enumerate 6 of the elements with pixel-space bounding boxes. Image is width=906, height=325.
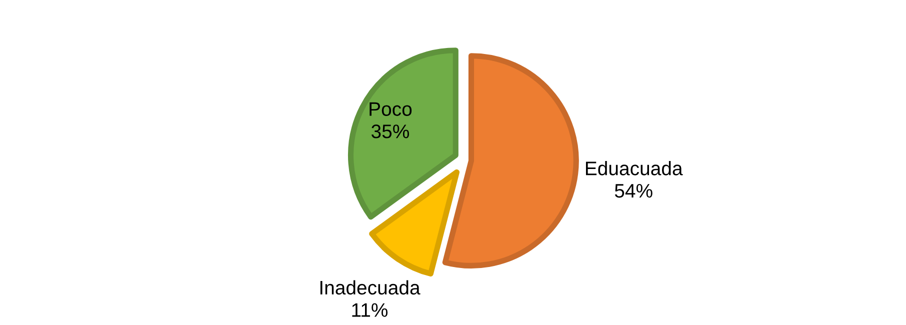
slice-label: Eduacuada (586, 161, 683, 176)
data-label: 35% (372, 124, 409, 138)
data-label: 54% (614, 184, 652, 198)
slice-label: Poco (370, 102, 412, 116)
slice-label: Inadecuada (320, 280, 420, 295)
data-label: 11% (352, 303, 388, 317)
